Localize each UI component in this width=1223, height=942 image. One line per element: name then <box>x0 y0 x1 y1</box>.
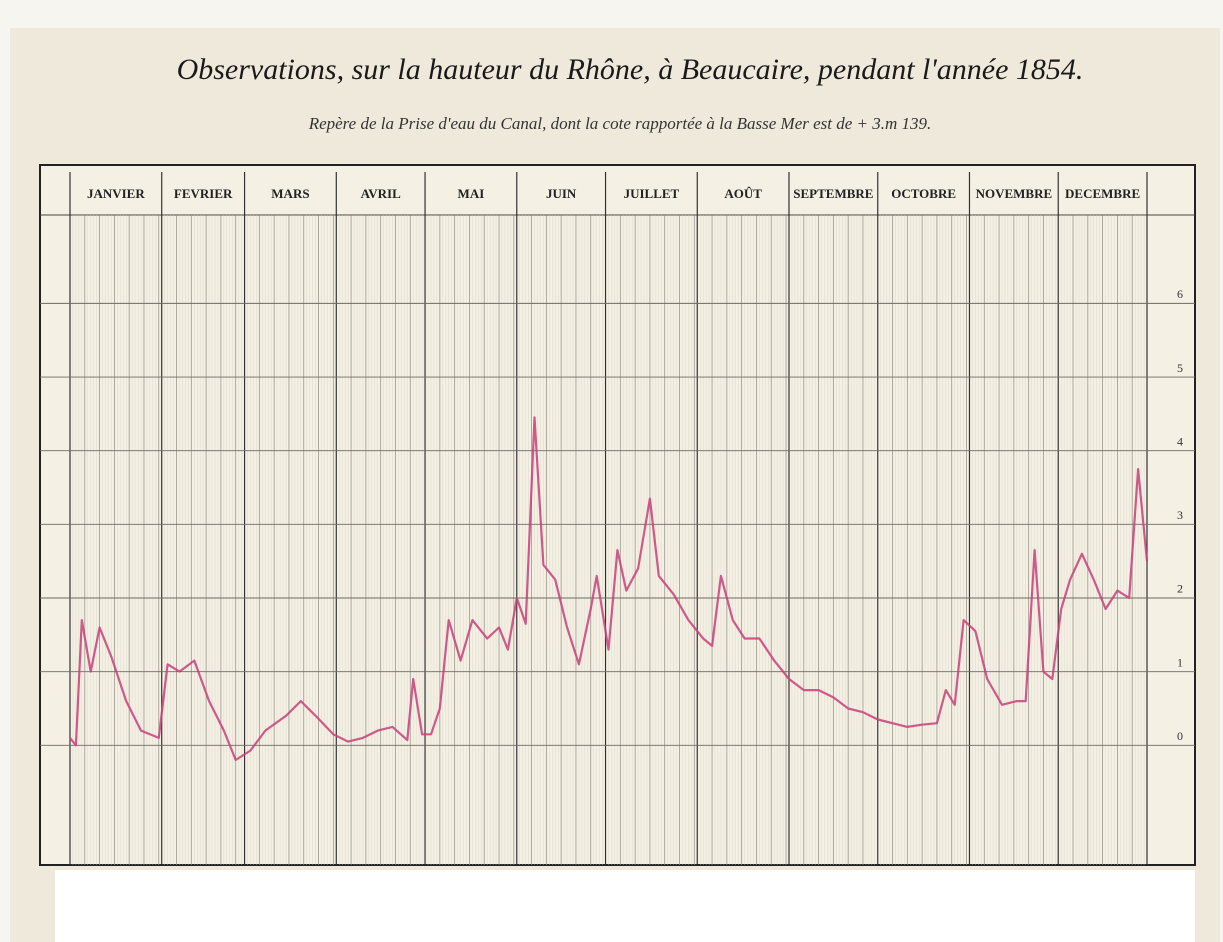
month-label: JUILLET <box>624 186 680 201</box>
month-label: JANVIER <box>87 186 145 201</box>
chart-subtitle: Repère de la Prise d'eau du Canal, dont … <box>308 114 932 133</box>
y-tick-label: 0 <box>1177 729 1183 743</box>
paper-bottom <box>55 870 1195 942</box>
chart: Observations, sur la hauteur du Rhône, à… <box>0 0 1223 942</box>
month-label: OCTOBRE <box>891 186 956 201</box>
y-tick-label: 5 <box>1177 361 1183 375</box>
month-label: NOVEMBRE <box>976 186 1053 201</box>
chart-title: Observations, sur la hauteur du Rhône, à… <box>177 53 1084 86</box>
month-label: AOÛT <box>724 186 762 201</box>
month-label: FEVRIER <box>174 186 233 201</box>
y-tick-label: 3 <box>1177 508 1183 522</box>
y-tick-label: 6 <box>1177 287 1183 301</box>
month-label: SEPTEMBRE <box>793 186 873 201</box>
page: Observations, sur la hauteur du Rhône, à… <box>0 0 1223 942</box>
month-label: MARS <box>271 186 309 201</box>
y-tick-label: 4 <box>1177 434 1183 448</box>
y-tick-label: 1 <box>1177 655 1183 669</box>
y-tick-label: 2 <box>1177 582 1183 596</box>
month-label: AVRIL <box>361 186 402 201</box>
month-label: DECEMBRE <box>1065 186 1140 201</box>
month-label: JUIN <box>546 186 577 201</box>
month-label: MAI <box>458 186 485 201</box>
